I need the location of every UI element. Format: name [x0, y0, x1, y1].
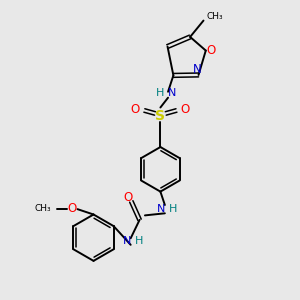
Text: S: S: [155, 109, 165, 123]
Text: N: N: [123, 236, 131, 246]
Text: H: H: [169, 204, 177, 214]
Text: H: H: [155, 88, 164, 98]
Text: N: N: [193, 63, 202, 76]
Text: H: H: [135, 236, 143, 246]
Text: O: O: [131, 103, 140, 116]
Text: O: O: [181, 103, 190, 116]
Text: CH₃: CH₃: [206, 12, 223, 21]
Text: O: O: [68, 202, 77, 215]
Text: CH₃: CH₃: [34, 204, 51, 213]
Text: N: N: [167, 88, 176, 98]
Text: O: O: [206, 44, 216, 57]
Text: N: N: [157, 204, 166, 214]
Text: O: O: [123, 191, 132, 204]
